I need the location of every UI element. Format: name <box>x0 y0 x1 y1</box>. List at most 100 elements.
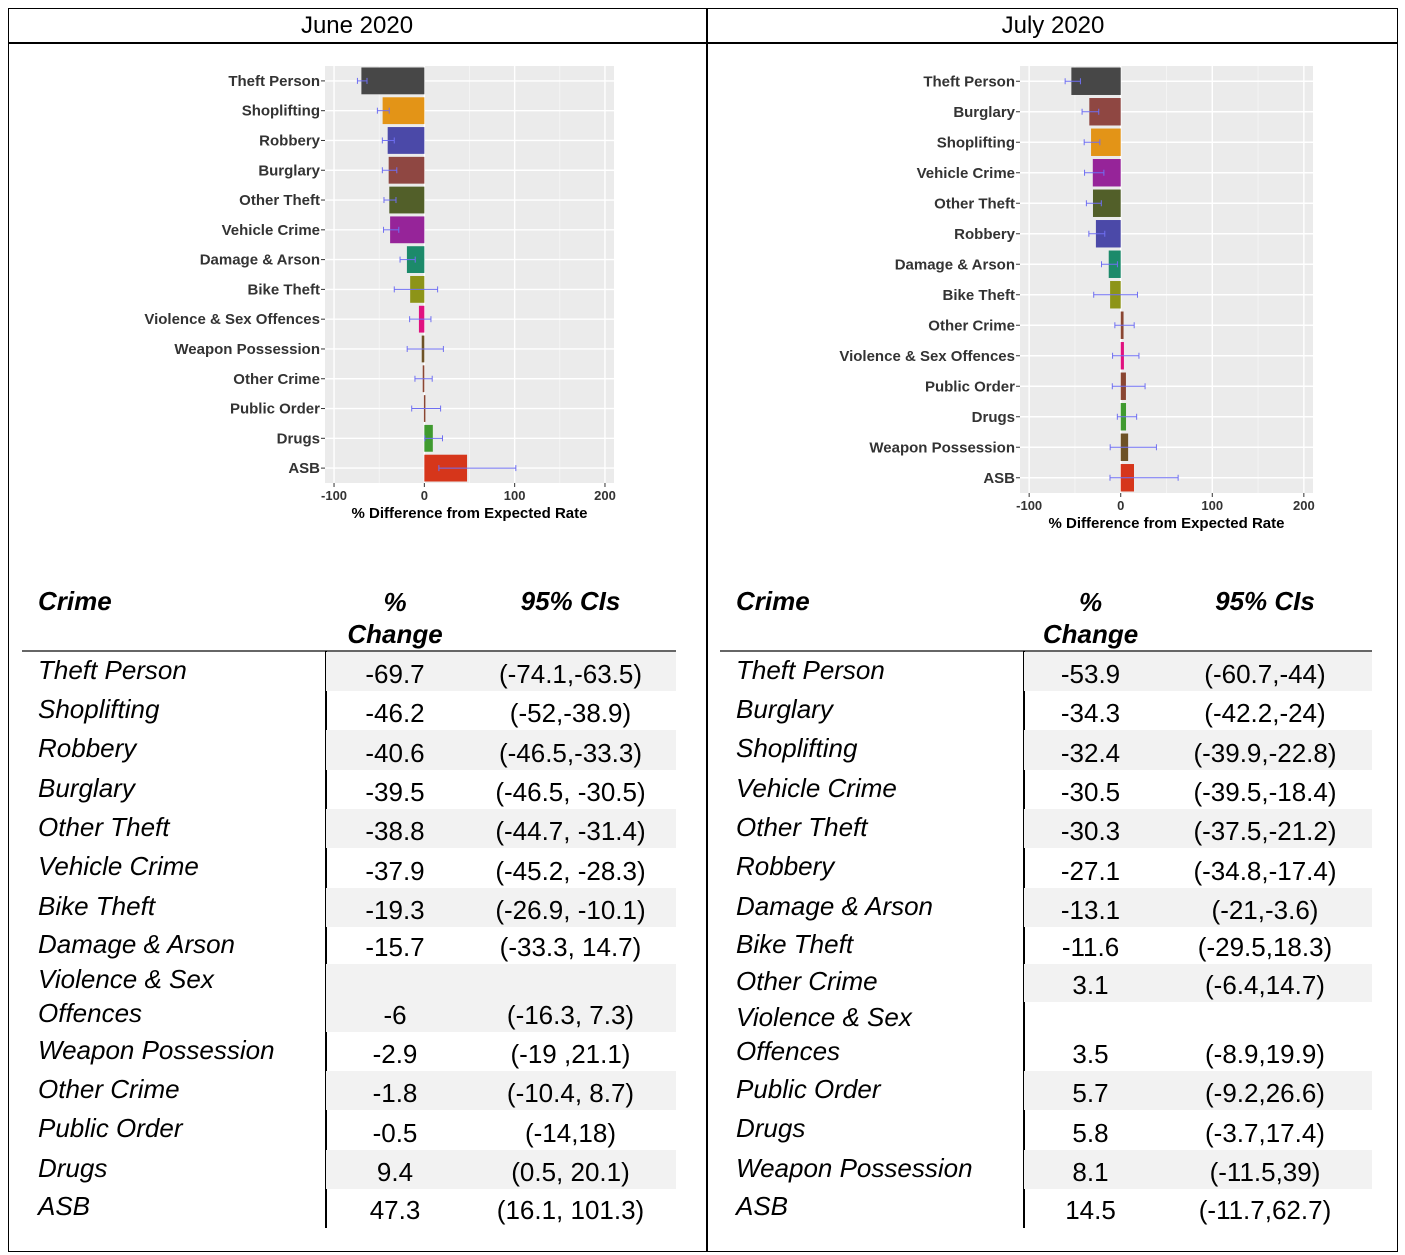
table-cell-ci: (-8.9,19.9) <box>1205 1039 1325 1069</box>
header-divider <box>8 42 1398 44</box>
table-cell-change: 5.8 <box>1072 1118 1109 1148</box>
chart-0: Theft Person Shoplifting Robbery Burglary Ot… <box>144 66 616 522</box>
table-row-shade <box>1024 730 1372 770</box>
header-change-line: % <box>383 587 407 617</box>
y-tick-label: ASB <box>288 460 320 477</box>
table-cell-change: -1.8 <box>372 1078 418 1108</box>
table-cell-crime: Weapon Possession <box>736 1152 973 1183</box>
y-tick-label: Vehicle Crime <box>222 222 320 239</box>
table-cell-crime: Weapon Possession <box>38 1034 275 1065</box>
bar <box>361 67 425 95</box>
table-cell-crime: Other Crime <box>38 1073 180 1104</box>
panel-title-june: June 2020 <box>300 12 414 39</box>
table-cell-change: 3.5 <box>1072 1039 1109 1069</box>
y-tick-label: Theft Person <box>228 73 320 90</box>
table-cell-change: -32.4 <box>1060 738 1121 768</box>
y-tick-label: Other Crime <box>233 371 320 388</box>
table-cell-ci: (-39.5,-18.4) <box>1193 777 1337 807</box>
y-tick-label: Other Theft <box>239 192 320 209</box>
table-cell-crime: Vehicle Crime <box>38 851 199 881</box>
table-cell-crime: ASB <box>736 1191 789 1221</box>
header-ci: 95% CIs <box>1215 586 1315 616</box>
header-change: % Change <box>1023 586 1158 650</box>
table-cell-change: -34.3 <box>1060 698 1121 728</box>
table-cell-change: -39.5 <box>365 777 425 807</box>
x-tick-label: 100 <box>1201 498 1223 513</box>
table-row-shade <box>326 888 676 927</box>
header-change: % Change <box>325 586 465 650</box>
table-cell-crime: Shoplifting <box>736 733 858 763</box>
y-tick-label: Drugs <box>972 409 1015 426</box>
table-cell-ci: (-26.9, -10.1) <box>495 895 646 925</box>
table-cell-ci: (-10.4, 8.7) <box>506 1078 635 1108</box>
table-cell-ci: (-14,18) <box>524 1118 617 1148</box>
y-tick-label: Shoplifting <box>242 103 320 120</box>
table-cell-change: 3.1 <box>1072 970 1109 1000</box>
table-cell-crime: Damage & Arson <box>736 890 934 921</box>
header-rule <box>720 650 1372 652</box>
x-tick-label: 100 <box>504 488 526 503</box>
table-cell-ci: (-39.9,-22.8) <box>1193 738 1337 768</box>
y-tick-label: Violence & Sex Offences <box>839 348 1015 365</box>
column-divider <box>706 8 708 1252</box>
table-cell-change: -2.9 <box>372 1039 418 1069</box>
x-tick-label: 200 <box>594 488 616 503</box>
table-cell-crime: Public Order <box>38 1113 183 1143</box>
header-crime: Crime <box>38 586 112 616</box>
x-tick-label: -100 <box>1016 498 1042 513</box>
y-tick-label: Public Order <box>230 401 320 418</box>
table-cell-crime: ASB <box>38 1191 91 1221</box>
table-cell-crime: Shoplifting <box>38 693 160 724</box>
table-cell-crime: Other Theft <box>736 811 868 842</box>
header-rule <box>22 650 676 652</box>
table-cell-ci: (-33.3, 14.7) <box>499 932 642 962</box>
table-cell-crime: Drugs <box>38 1152 108 1183</box>
table-cell-change: -27.1 <box>1060 856 1121 886</box>
table-cell-crime: Other Crime <box>736 966 878 996</box>
table-cell-change: -46.2 <box>365 698 425 728</box>
outer-frame <box>8 8 1398 1252</box>
table-cell-ci: (-44.7, -31.4) <box>495 816 646 846</box>
table-row-shade <box>326 1150 676 1189</box>
header-crime: Crime <box>736 586 810 616</box>
table-cell-ci: (-42.2,-24) <box>1204 698 1326 728</box>
table-cell-crime: Burglary <box>38 772 135 803</box>
table-cell-ci: (-74.1,-63.5) <box>498 659 643 689</box>
y-tick-label: Drugs <box>277 430 320 447</box>
y-tick-label: Weapon Possession <box>869 439 1015 456</box>
x-tick-label: -100 <box>321 488 347 503</box>
table-cell-change: -0.5 <box>372 1118 418 1148</box>
table-row-shade <box>326 730 676 770</box>
table-cell-crime: Violence & Sex Offences <box>38 964 214 1028</box>
table-row-shade <box>1024 652 1372 691</box>
table-cell-crime: Vehicle Crime <box>736 772 897 803</box>
table-cell-crime: Theft Person <box>38 654 187 685</box>
table-cell-ci: (-60.7,-44) <box>1204 659 1326 689</box>
y-tick-label: Damage & Arson <box>200 252 320 269</box>
x-tick-label: 0 <box>1117 498 1124 513</box>
table-row-shade <box>1024 1071 1372 1110</box>
y-tick-label: Violence & Sex Offences <box>144 311 320 328</box>
table-cell-ci: (-52,-38.9) <box>509 698 632 728</box>
column-rule <box>1023 651 1025 1228</box>
x-tick-label: 200 <box>1293 498 1315 513</box>
table-cell-ci: (-46.5, -30.5) <box>495 777 646 807</box>
panel-title-july: July 2020 <box>1001 12 1105 39</box>
table-row-shade <box>1024 809 1372 848</box>
table-cell-crime: Robbery <box>736 851 835 881</box>
table-cell-crime: Theft Person <box>736 654 885 685</box>
header-change-line: Change <box>347 619 443 649</box>
table-cell-crime: Public Order <box>736 1073 881 1104</box>
table-cell-ci: (-45.2, -28.3) <box>495 856 646 886</box>
table-cell-ci: (-34.8,-17.4) <box>1193 856 1337 886</box>
table-cell-change: -53.9 <box>1060 659 1121 689</box>
y-tick-label: Burglary <box>953 104 1015 121</box>
table-cell-ci: (-29.5,18.3) <box>1197 932 1333 962</box>
y-tick-label: ASB <box>983 470 1015 487</box>
table-cell-change: -13.1 <box>1060 895 1121 925</box>
table-cell-ci: (-37.5,-21.2) <box>1193 816 1337 846</box>
table-cell-crime: Robbery <box>38 733 137 763</box>
y-tick-label: Weapon Possession <box>174 341 320 358</box>
x-axis-label: % Difference from Expected Rate <box>1049 515 1285 532</box>
table-cell-change: 8.1 <box>1072 1157 1109 1187</box>
